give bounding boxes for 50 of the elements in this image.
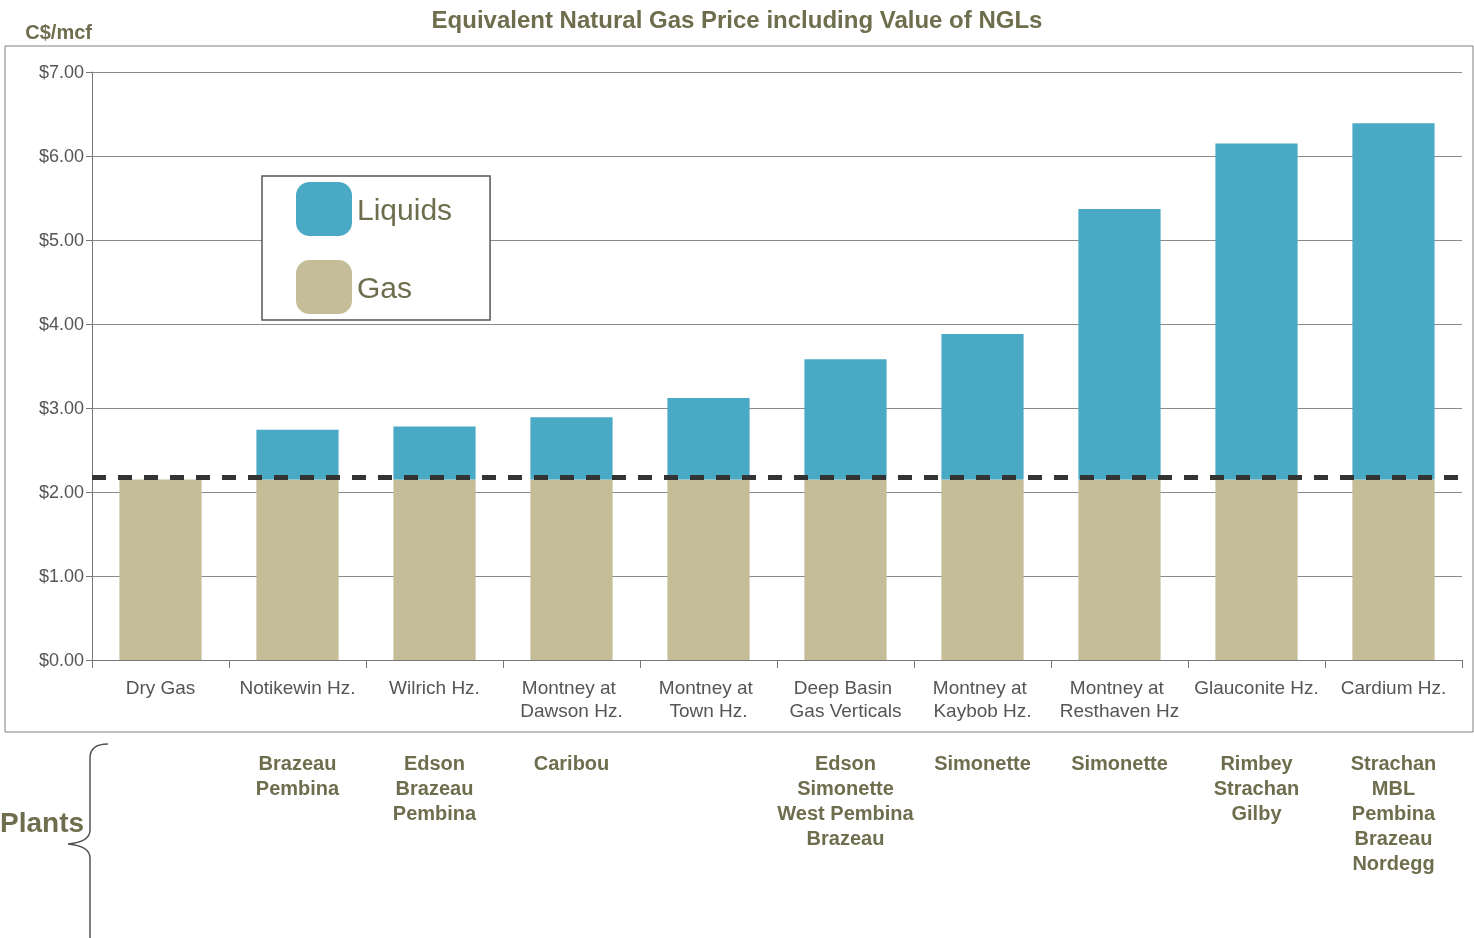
x-tick-label: Deep Basin Gas Verticals	[789, 677, 902, 721]
y-tick-label: $1.00	[38, 566, 84, 586]
bar	[667, 479, 750, 660]
x-tick-label: Montney at Dawson Hz.	[520, 677, 623, 721]
text: Caribou	[533, 751, 610, 774]
bar	[119, 479, 202, 660]
chart-title: Equivalent Natural Gas Price including Value of NGLs	[431, 5, 1043, 33]
legend-label: Gas	[357, 270, 413, 304]
x-tick-label: Dry Gas	[125, 677, 196, 698]
bar	[530, 417, 613, 480]
text: Simonette	[934, 751, 1031, 774]
bar	[941, 479, 1024, 660]
x-tick-label: Montney at Resthaven Hz	[1059, 677, 1180, 721]
bar	[1078, 479, 1161, 660]
text: Edson Brazeau Pembina	[392, 751, 478, 824]
bar	[804, 359, 887, 480]
bar	[393, 479, 476, 660]
bar	[804, 479, 887, 660]
bar	[1078, 208, 1161, 480]
bar	[1215, 143, 1298, 480]
text: Simonette	[1071, 751, 1168, 774]
x-tick-label: Wilrich Hz.	[389, 677, 480, 698]
y-tick-label: $0.00	[38, 650, 84, 670]
bar	[256, 429, 339, 480]
bar	[941, 334, 1024, 480]
bar	[1352, 479, 1435, 660]
bar	[530, 479, 613, 660]
bar	[256, 479, 339, 660]
y-tick-label: $2.00	[38, 482, 84, 502]
text: Plants	[0, 806, 85, 838]
y-tick-label: $4.00	[38, 314, 84, 334]
text: Rimbey Strachan Gilby	[1213, 751, 1300, 824]
legend-label: Liquids	[357, 192, 453, 226]
y-tick-label: $7.00	[38, 62, 84, 82]
x-tick-label: Cardium Hz.	[1340, 677, 1447, 698]
bar	[1352, 123, 1435, 480]
text: Brazeau Pembina	[255, 751, 341, 799]
text: Edson Simonette West Pembina Brazeau	[777, 751, 915, 849]
bar	[1215, 479, 1298, 660]
y-axis-title: C$/mcf	[25, 21, 93, 43]
x-tick-label: Montney at Kaybob Hz.	[932, 677, 1033, 721]
x-tick-label: Montney at Town Hz.	[658, 677, 759, 721]
text: Strachan MBL Pembina Brazeau Nordegg	[1350, 751, 1437, 874]
y-tick-label: $6.00	[38, 146, 84, 166]
bar	[667, 397, 750, 480]
y-tick-label: $3.00	[38, 398, 84, 418]
x-tick-label: Glauconite Hz.	[1194, 677, 1319, 698]
bar	[393, 426, 476, 480]
y-tick-label: $5.00	[38, 230, 84, 250]
x-tick-label: Notikewin Hz.	[239, 677, 356, 698]
